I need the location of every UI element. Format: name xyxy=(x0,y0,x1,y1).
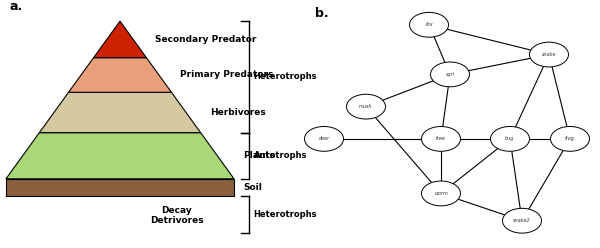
Text: bug: bug xyxy=(505,136,515,141)
Text: a.: a. xyxy=(9,0,22,13)
Ellipse shape xyxy=(431,62,470,87)
Text: snake2: snake2 xyxy=(513,218,531,223)
Text: sqrl: sqrl xyxy=(445,72,455,77)
Text: deer: deer xyxy=(319,136,329,141)
Text: mush: mush xyxy=(359,104,373,109)
Polygon shape xyxy=(94,21,146,58)
Text: Plants: Plants xyxy=(243,151,275,160)
Text: Herbivores: Herbivores xyxy=(209,108,265,117)
Text: fox: fox xyxy=(425,22,433,27)
Text: worm: worm xyxy=(434,191,448,196)
Polygon shape xyxy=(68,58,172,92)
Ellipse shape xyxy=(530,42,569,67)
Ellipse shape xyxy=(409,12,449,37)
Ellipse shape xyxy=(551,126,589,151)
Polygon shape xyxy=(40,92,200,133)
Text: Autotrophs: Autotrophs xyxy=(254,151,307,160)
Ellipse shape xyxy=(421,181,461,206)
Ellipse shape xyxy=(421,126,461,151)
Ellipse shape xyxy=(305,126,343,151)
Text: Primary Predators: Primary Predators xyxy=(181,70,274,79)
Text: frog: frog xyxy=(565,136,575,141)
Ellipse shape xyxy=(491,126,530,151)
Ellipse shape xyxy=(503,208,542,233)
Text: Heterotrophs: Heterotrophs xyxy=(254,210,317,219)
Text: tree: tree xyxy=(436,136,446,141)
Text: Heterotrophs: Heterotrophs xyxy=(254,72,317,81)
Polygon shape xyxy=(6,179,234,196)
Text: b.: b. xyxy=(315,7,329,20)
Text: snake: snake xyxy=(542,52,556,57)
Text: Soil: Soil xyxy=(243,183,262,192)
Polygon shape xyxy=(6,133,234,179)
Text: Decay
Detrivores: Decay Detrivores xyxy=(150,206,203,225)
Text: Secondary Predator: Secondary Predator xyxy=(155,35,257,44)
Ellipse shape xyxy=(347,94,386,119)
